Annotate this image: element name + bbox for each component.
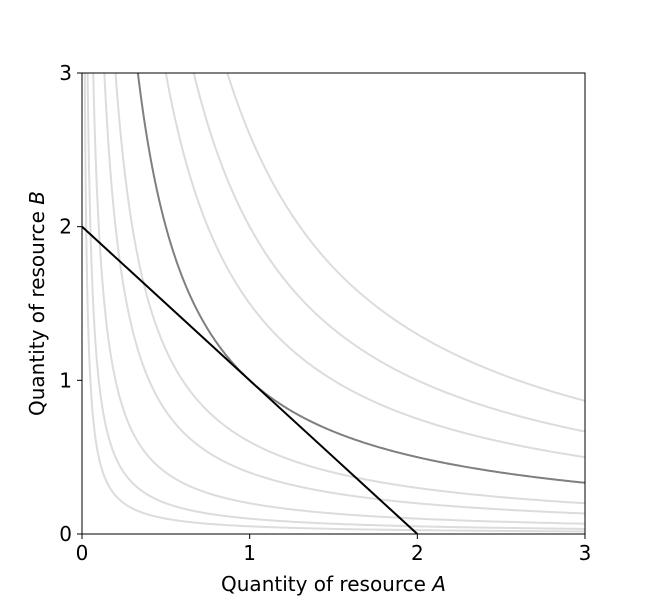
- x-tick-label: 2: [411, 541, 424, 565]
- indifference-curve: [226, 73, 585, 402]
- indifference-curve: [192, 73, 585, 433]
- ticks-layer: 0 1 2 3 0 1 2 3: [59, 61, 591, 565]
- x-tick-label: 1: [243, 541, 256, 565]
- indifference-curve: [164, 73, 585, 459]
- y-tick-label: 3: [59, 61, 72, 85]
- indifference-curve: [83, 73, 585, 533]
- indifference-curve: [114, 73, 585, 505]
- y-tick-label: 1: [59, 368, 72, 392]
- x-tick-label: 3: [579, 541, 592, 565]
- y-tick-label: 0: [59, 522, 72, 546]
- budget-line: [82, 225, 419, 534]
- x-axis-label: Quantity of resource A: [221, 572, 446, 596]
- indifference-curve: [92, 73, 585, 525]
- x-tick-label: 0: [76, 541, 89, 565]
- y-tick-label: 2: [59, 215, 72, 239]
- y-axis-label: Quantity of resource B: [25, 191, 49, 416]
- plot-frame: [81, 72, 586, 535]
- curves-layer: [82, 73, 585, 534]
- indifference-curve: [86, 73, 585, 530]
